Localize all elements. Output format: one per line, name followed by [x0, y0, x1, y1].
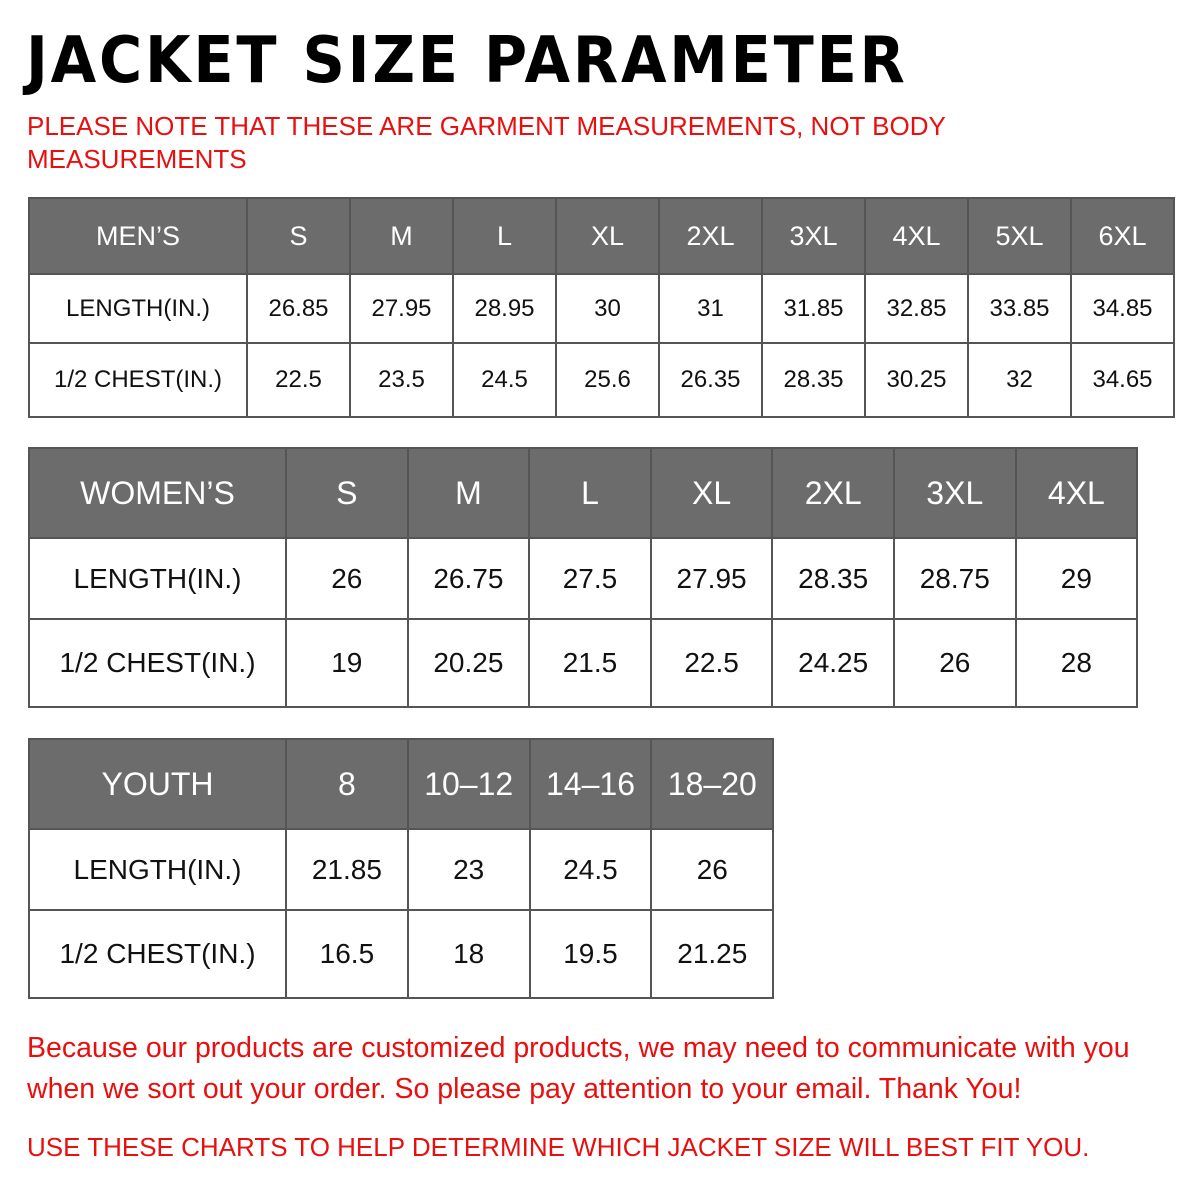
header-row: WOMEN’S S M L XL 2XL 3XL 4XL: [28, 447, 1139, 539]
measurement-cell: 23: [406, 828, 531, 911]
size-header: 10–12: [406, 738, 531, 830]
measurement-cell: 20.25: [406, 618, 531, 708]
size-header: 5XL: [967, 197, 1072, 275]
measurement-cell: 27.5: [528, 537, 652, 620]
row-label: LENGTH(IN.): [28, 828, 287, 911]
measurement-cell: 22.5: [246, 342, 351, 418]
measurement-cell: 30.25: [864, 342, 969, 418]
measurement-cell: 28.95: [452, 273, 557, 344]
size-header: M: [406, 447, 531, 539]
measurement-cell: 28.35: [761, 342, 866, 418]
table-row: 1/2 CHEST(IN.) 22.5 23.5 24.5 25.6 26.35 28.35…: [28, 342, 1175, 418]
category-header: WOMEN’S: [28, 447, 287, 539]
custom-order-message: Because our products are customized prod…: [27, 1032, 1130, 1105]
measurement-cell: 24.5: [452, 342, 557, 418]
measurement-cell: 26.35: [658, 342, 763, 418]
womens-size-table: WOMEN’S S M L XL 2XL 3XL 4XL LENGTH(IN.) 26 26.75 2…: [28, 447, 1139, 708]
row-label: 1/2 CHEST(IN.): [28, 618, 287, 708]
measurement-cell: 26: [650, 828, 775, 911]
measurement-cell: 19.5: [528, 909, 653, 999]
measurement-cell: 21.85: [285, 828, 409, 911]
measurement-cell: 24.25: [771, 618, 895, 708]
size-header: XL: [649, 447, 774, 539]
row-label: LENGTH(IN.): [28, 273, 248, 344]
measurement-cell: 26: [285, 537, 409, 620]
size-header: S: [246, 197, 351, 275]
size-header: 2XL: [658, 197, 763, 275]
size-header: 14–16: [528, 738, 653, 830]
youth-size-table: YOUTH 8 10–12 14–16 18–20 LENGTH(IN.) 21.85 23 2…: [28, 738, 775, 999]
row-label: 1/2 CHEST(IN.): [28, 342, 248, 418]
measurement-cell: 23.5: [349, 342, 454, 418]
measurement-cell: 26.85: [246, 273, 351, 344]
size-header: 4XL: [864, 197, 969, 275]
header-row: YOUTH 8 10–12 14–16 18–20: [28, 738, 775, 830]
measurement-cell: 25.6: [555, 342, 660, 418]
measurement-cell: 28: [1014, 618, 1139, 708]
size-header: L: [452, 197, 557, 275]
table-row: 1/2 CHEST(IN.) 19 20.25 21.5 22.5 24.25 26 28: [28, 618, 1139, 708]
measurement-cell: 24.5: [528, 828, 653, 911]
measurement-cell: 34.65: [1070, 342, 1175, 418]
size-header: 8: [285, 738, 409, 830]
measurement-cell: 31: [658, 273, 763, 344]
measurement-cell: 27.95: [649, 537, 774, 620]
size-header: M: [349, 197, 454, 275]
measurement-cell: 26.75: [406, 537, 531, 620]
measurement-cell: 30: [555, 273, 660, 344]
measurement-cell: 22.5: [649, 618, 774, 708]
measurement-cell: 18: [406, 909, 531, 999]
measurement-cell: 26: [892, 618, 1017, 708]
size-header: 3XL: [761, 197, 866, 275]
measurement-cell: 33.85: [967, 273, 1072, 344]
row-label: LENGTH(IN.): [28, 537, 287, 620]
page-title: JACKET SIZE PARAMETER: [26, 24, 908, 98]
table-row: LENGTH(IN.) 26.85 27.95 28.95 30 31 31.85 32.85…: [28, 273, 1175, 344]
size-advice: USE THESE CHARTS TO HELP DETERMINE WHICH…: [27, 1132, 1090, 1162]
size-header: XL: [555, 197, 660, 275]
measurement-cell: 31.85: [761, 273, 866, 344]
measurement-cell: 19: [285, 618, 409, 708]
size-header: 6XL: [1070, 197, 1175, 275]
measurement-cell: 34.85: [1070, 273, 1175, 344]
size-header: 18–20: [650, 738, 775, 830]
measurement-cell: 32.85: [864, 273, 969, 344]
size-header: 4XL: [1014, 447, 1139, 539]
mens-size-table: MEN’S S M L XL 2XL 3XL 4XL 5XL 6XL LENGTH(IN.) 26.8…: [28, 197, 1175, 418]
measurement-cell: 32: [967, 342, 1072, 418]
measurement-cell: 28.75: [892, 537, 1017, 620]
measurement-cell: 27.95: [349, 273, 454, 344]
table-row: LENGTH(IN.) 26 26.75 27.5 27.95 28.35 28.75 29: [28, 537, 1139, 620]
table-row: 1/2 CHEST(IN.) 16.5 18 19.5 21.25: [28, 909, 775, 999]
measurement-cell: 21.25: [650, 909, 775, 999]
row-label: 1/2 CHEST(IN.): [28, 909, 287, 999]
measurement-cell: 16.5: [285, 909, 409, 999]
category-header: YOUTH: [28, 738, 287, 830]
size-header: S: [285, 447, 409, 539]
measurement-cell: 29: [1014, 537, 1139, 620]
size-header: 3XL: [892, 447, 1017, 539]
size-header: 2XL: [771, 447, 895, 539]
table-row: LENGTH(IN.) 21.85 23 24.5 26: [28, 828, 775, 911]
size-header: L: [528, 447, 652, 539]
measurement-cell: 28.35: [771, 537, 895, 620]
measurement-note: PLEASE NOTE THAT THESE ARE GARMENT MEASU…: [27, 111, 946, 174]
category-header: MEN’S: [28, 197, 248, 275]
header-row: MEN’S S M L XL 2XL 3XL 4XL 5XL 6XL: [28, 197, 1175, 275]
measurement-cell: 21.5: [528, 618, 652, 708]
